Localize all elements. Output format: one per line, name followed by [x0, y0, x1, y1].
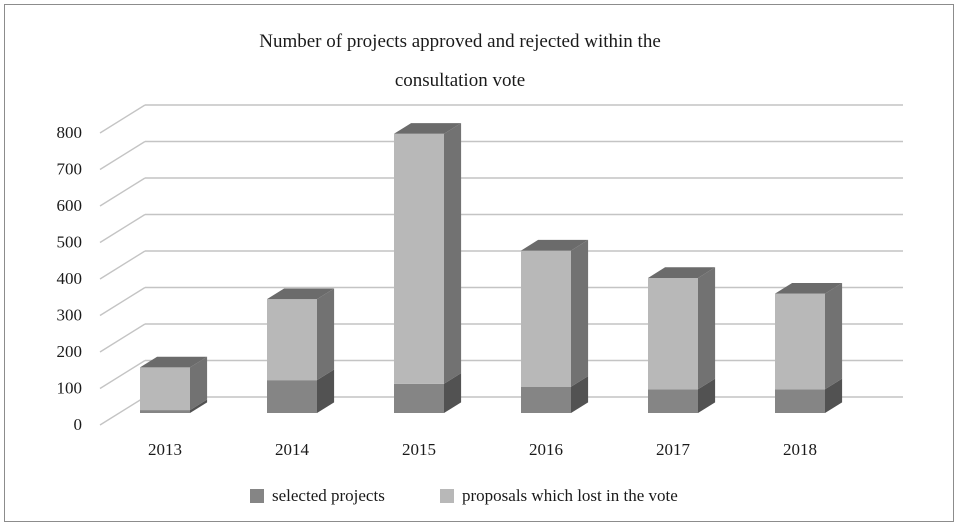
y-axis-ticks: 0 100 200 300 400 500 600 700 800 — [57, 123, 83, 434]
bar-front — [521, 386, 571, 413]
bar-side — [698, 378, 716, 413]
gridline-depth — [99, 104, 146, 134]
bar-front — [648, 277, 698, 390]
gridline-depth — [99, 140, 146, 171]
bar-side — [825, 283, 843, 390]
bar-top-2014 — [267, 288, 335, 300]
legend-label: selected projects — [272, 486, 385, 505]
bars — [140, 123, 843, 413]
legend-label: proposals which lost in the vote — [462, 486, 678, 505]
x-tick-label: 2018 — [783, 440, 817, 459]
x-tick-label: 2016 — [529, 440, 563, 459]
x-tick-label: 2017 — [656, 440, 691, 459]
gridline-depth — [99, 177, 146, 207]
x-tick-label: 2015 — [402, 440, 436, 459]
bar-front — [267, 299, 317, 381]
y-tick-label: 700 — [57, 160, 83, 179]
bar-2015-selected — [394, 373, 462, 413]
bar-2015-lost — [394, 123, 462, 384]
bar-front — [775, 389, 825, 413]
bar-2016-selected — [521, 376, 589, 413]
x-tick-label: 2014 — [275, 440, 310, 459]
bar-top-2015 — [394, 123, 462, 134]
bar-front — [394, 133, 444, 384]
y-tick-label: 800 — [57, 123, 83, 142]
bar-top-2016 — [521, 239, 589, 251]
bar-front — [394, 383, 444, 413]
gridline-depth — [99, 396, 146, 426]
y-tick-label: 600 — [57, 196, 83, 215]
bar-side — [571, 376, 589, 413]
bar-2014-lost — [267, 288, 335, 381]
y-tick-label: 200 — [57, 342, 83, 361]
y-tick-label: 300 — [57, 306, 83, 325]
y-tick-label: 0 — [74, 415, 83, 434]
bar-2013-selected — [140, 399, 208, 413]
bar-2014-selected — [267, 369, 335, 413]
bar-side — [190, 399, 208, 413]
chart-frame — [4, 4, 954, 522]
bar-top-2017 — [648, 267, 716, 278]
bar-2017-lost — [648, 267, 716, 390]
bar-2018-selected — [775, 378, 843, 413]
bar-side — [190, 356, 208, 411]
bar-2018-lost — [775, 283, 843, 390]
bar-front — [775, 293, 825, 390]
chart-title-line-1: Number of projects approved and rejected… — [259, 31, 661, 52]
bar-side — [698, 267, 716, 390]
gridline-depth — [99, 286, 146, 317]
gridline-depth — [99, 250, 146, 280]
bar-front — [267, 380, 317, 413]
y-tick-label: 500 — [57, 233, 83, 252]
bar-side — [317, 288, 335, 381]
bar-side — [317, 369, 335, 413]
y-tick-label: 100 — [57, 379, 83, 398]
bar-front — [648, 389, 698, 413]
gridline-depth — [99, 323, 146, 353]
x-axis-ticks: 2013 2014 2015 2016 2017 2018 — [148, 440, 817, 459]
bar-side — [444, 123, 462, 384]
bar-front — [140, 410, 190, 413]
bar-2013-lost — [140, 356, 208, 411]
bar-2017-selected — [648, 378, 716, 413]
legend-swatch — [250, 489, 264, 503]
y-tick-label: 400 — [57, 269, 83, 288]
bar-side — [571, 239, 589, 387]
gridline-depth — [99, 213, 146, 244]
legend-swatch — [440, 489, 454, 503]
bar-front — [140, 367, 190, 411]
bar-front — [521, 250, 571, 387]
bar-side — [825, 378, 843, 413]
x-tick-label: 2013 — [148, 440, 182, 459]
gridline-depth — [99, 359, 146, 390]
bar-2016-lost — [521, 239, 589, 387]
chart-title-line-2: consultation vote — [395, 70, 525, 91]
bar-top-2013 — [140, 356, 208, 368]
bar-side — [444, 373, 462, 413]
legend: selected projects proposals which lost in… — [250, 486, 678, 505]
bar-top-2018 — [775, 283, 843, 294]
